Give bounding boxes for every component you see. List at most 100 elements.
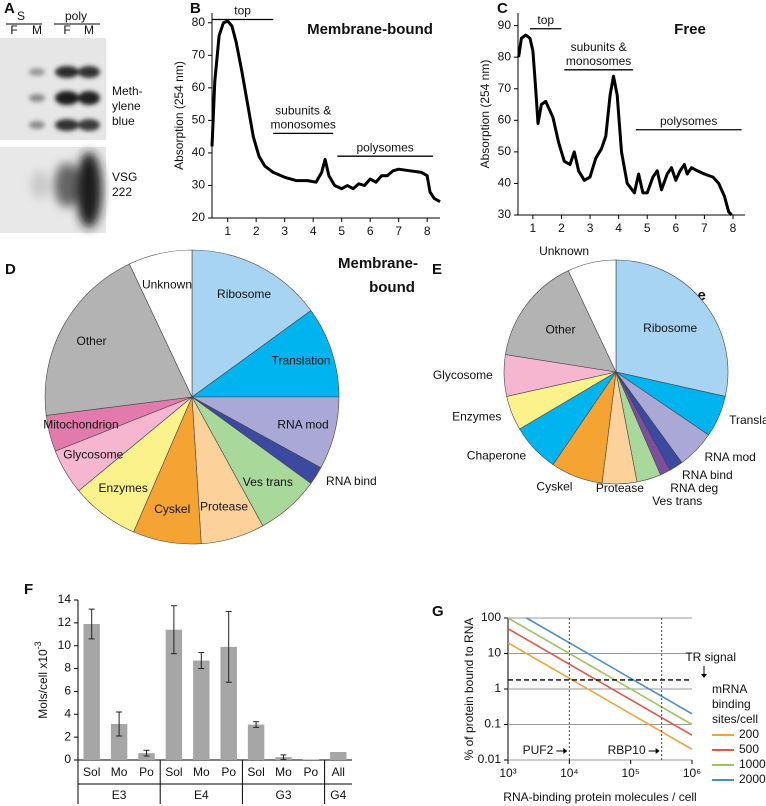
slice-label: RNA bind: [682, 468, 733, 482]
gel-lane: F: [63, 23, 70, 37]
y-axis-label-text: % of protein bound to RNA: [462, 618, 476, 761]
legend-title: mRNA: [712, 682, 747, 696]
y-axis-label: Absorption (254 nm): [478, 60, 492, 169]
x-tick-label: 6: [367, 224, 374, 238]
gel-group: poly: [65, 9, 87, 23]
pie-slice: [191, 249, 312, 398]
y-tick-label: 80: [498, 49, 512, 63]
x-tick-label: 7: [701, 221, 708, 235]
y-axis-label: % of protein bound to RNA: [462, 618, 476, 761]
y-axis-label: Absorption (254 nm): [172, 61, 186, 170]
slice-label: RNA mod: [704, 450, 755, 464]
slice-label: RNA bind: [326, 474, 377, 488]
y-tick-label: 12: [58, 615, 72, 629]
gel-lane: M: [32, 23, 42, 37]
legend-title: sites/cell: [712, 712, 758, 726]
y-tick-label: 1: [494, 681, 501, 695]
slice-label: Cyskel: [154, 502, 190, 516]
y-axis-label-text: Absorption (254 nm): [478, 60, 492, 169]
annotation-text: top: [537, 13, 554, 27]
arrow-head: [655, 748, 660, 754]
y-tick-label: 60: [192, 80, 206, 94]
x-tick-label: Sol: [165, 765, 182, 779]
x-tick-label: Po: [139, 765, 154, 779]
band: [55, 66, 79, 78]
smear: [31, 171, 49, 199]
x-tick-label: 5: [338, 224, 345, 238]
pie-slice: [505, 270, 617, 373]
annotation-text: polysomes: [356, 140, 413, 154]
x-tick-label: 4: [615, 221, 622, 235]
data-line: [507, 617, 693, 726]
slice-label: RNA mod: [277, 418, 328, 432]
gel-bands: [29, 66, 100, 131]
gel-label: Meth-: [112, 84, 143, 98]
y-tick-label: 8: [64, 661, 71, 675]
x-tick-label: Po: [221, 765, 236, 779]
y-tick-label: 4: [64, 706, 71, 720]
slice-label: Glycosome: [63, 448, 123, 462]
annotation-text: polysomes: [660, 114, 717, 128]
y-tick-label: 50: [192, 113, 206, 127]
group-label: E4: [194, 788, 209, 802]
band: [55, 91, 79, 105]
bar: [138, 753, 155, 760]
gel-label: blue: [112, 114, 135, 128]
x-axis-label: RNA-binding protein molecules / cell: [503, 790, 696, 804]
slice-label: Other: [77, 334, 107, 348]
bar: [193, 660, 210, 760]
slice-label: Translation: [729, 413, 766, 427]
y-tick-label: 30: [498, 207, 512, 221]
y-tick-label: 30: [192, 178, 206, 192]
bar: [220, 646, 237, 760]
pie-slice: [129, 249, 193, 398]
y-tick-label: 40: [498, 176, 512, 190]
arrow-head: [563, 748, 568, 754]
legend-label: 200: [739, 727, 759, 741]
slice-label: Protease: [200, 499, 248, 513]
annotation-text: subunits &: [275, 104, 331, 118]
legend-label: 500: [739, 742, 759, 756]
arrow-head: [701, 673, 707, 678]
x-tick-label: 1: [224, 224, 231, 238]
chart-title: Membrane-: [338, 255, 418, 272]
band: [29, 94, 45, 102]
panel-label: A: [4, 0, 15, 17]
slice-label: Other: [545, 322, 575, 336]
gel-group: S: [17, 9, 25, 23]
x-tick-label: Sol: [83, 765, 100, 779]
bar: [83, 624, 100, 760]
band: [78, 66, 100, 78]
x-tick-label: 1: [530, 221, 537, 235]
gel-lane: M: [84, 23, 94, 37]
y-tick-label: 14: [58, 592, 72, 606]
panel-label: F: [24, 581, 33, 598]
bar: [165, 629, 183, 760]
slice-label: Cyskel: [536, 479, 572, 493]
y-tick-label: 10: [488, 646, 502, 660]
pie-slice: [615, 259, 729, 397]
gel-label: 222: [112, 185, 132, 199]
bar: [302, 759, 320, 760]
panel-label: E: [432, 261, 442, 278]
annotation-text: monosomes: [271, 118, 336, 132]
threshold-label: TR signal: [685, 650, 736, 664]
x-tick-label: 6: [672, 221, 679, 235]
chart-title: bound: [369, 279, 415, 296]
y-tick-label: 70: [192, 47, 206, 61]
slice-label: Protease: [596, 481, 644, 495]
panel-label: B: [190, 0, 201, 17]
y-axis-label-exponent: -3: [33, 641, 43, 649]
group-label: G3: [275, 788, 291, 802]
band: [78, 119, 100, 131]
gel-label: VSG: [112, 170, 137, 184]
slice-label: Enzymes: [98, 481, 147, 495]
slice-label: Unknown: [142, 277, 192, 291]
bar: [247, 724, 265, 760]
group-label: E3: [112, 788, 127, 802]
band: [29, 121, 45, 129]
y-tick-label: 70: [498, 81, 512, 95]
y-tick-label: 2: [64, 729, 71, 743]
legend-label: 2000: [739, 772, 766, 786]
